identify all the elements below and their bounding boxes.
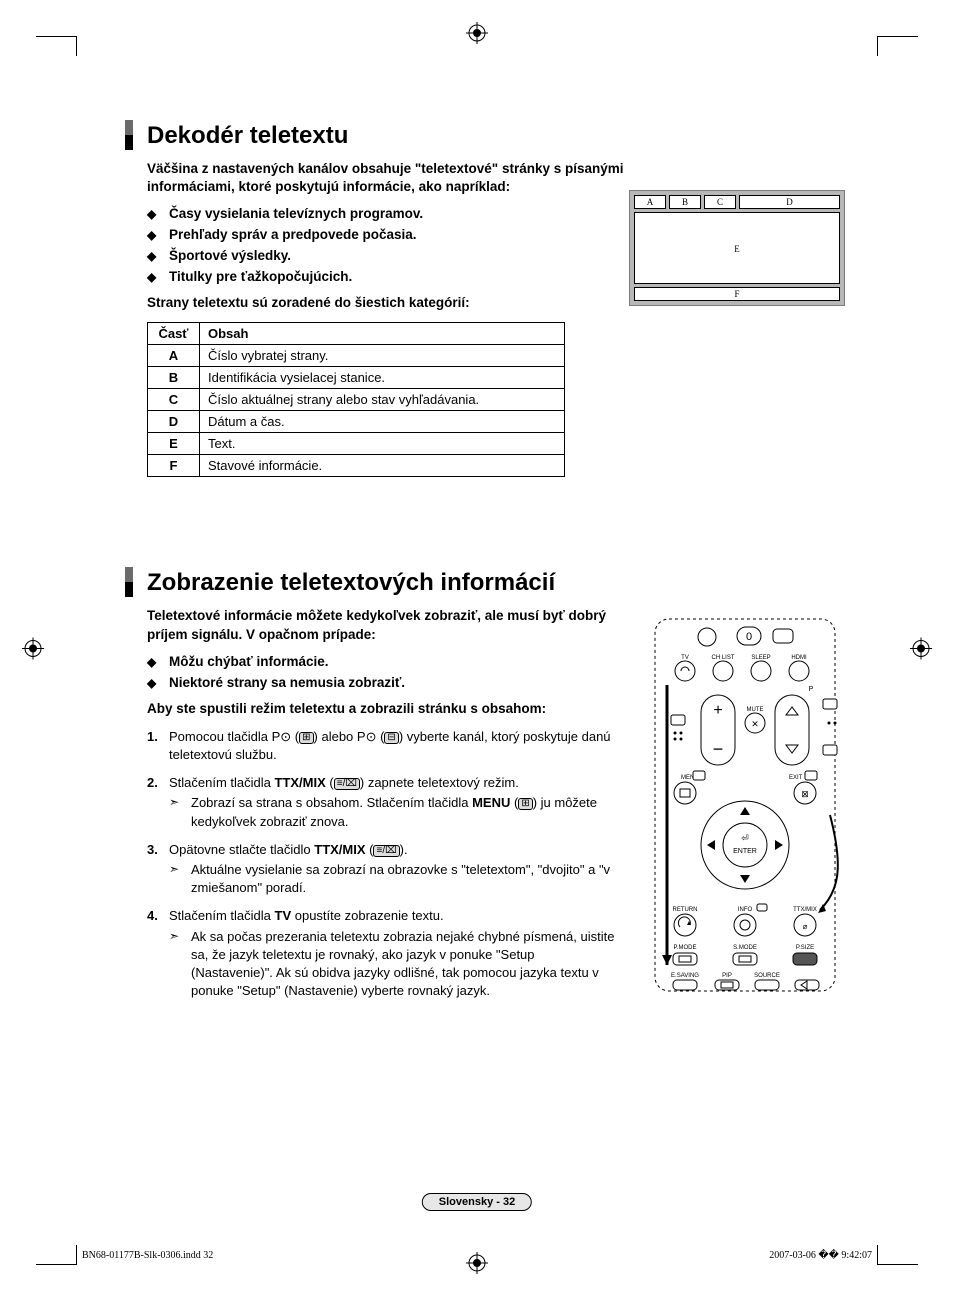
step-2: Stlačením tlačidla TTX/MIX (≡/⌧) zapnete… [147, 774, 617, 831]
teletext-layout-diagram: A B C D E F [629, 190, 845, 306]
svg-text:−: − [713, 739, 724, 759]
section-title: Zobrazenie teletextových informácií [147, 567, 555, 597]
table-header: Obsah [200, 323, 565, 345]
svg-text:E.SAVING: E.SAVING [671, 973, 699, 979]
crop-mark [36, 36, 76, 37]
step-text: Opätovne stlačte tlačidlo TTX/MIX (≡/⌧). [169, 842, 408, 857]
svg-text:P: P [809, 686, 814, 693]
table-cell: F [148, 455, 200, 477]
button-icon: ⊞ [518, 798, 532, 810]
table-cell: Stavové informácie. [200, 455, 565, 477]
intro-text: Väčšina z nastavených kanálov obsahuje "… [147, 160, 667, 196]
table-cell: Číslo vybratej strany. [200, 345, 565, 367]
table-cell: C [148, 389, 200, 411]
diagram-cell-c: C [704, 195, 736, 209]
step-note: Ak sa počas prezerania teletextu zobrazi… [169, 928, 617, 1001]
section-heading: Zobrazenie teletextových informácií [125, 567, 845, 597]
table-cell: Identifikácia vysielacej stanice. [200, 367, 565, 389]
table-row: DDátum a čas. [148, 411, 565, 433]
svg-text:CH LIST: CH LIST [711, 655, 734, 661]
section-display-teletext: Zobrazenie teletextových informácií Tele… [125, 567, 845, 1000]
svg-text:SOURCE: SOURCE [754, 973, 780, 979]
svg-text:TV: TV [681, 655, 689, 661]
crop-mark [878, 36, 918, 37]
table-header-row: Časť Obsah [148, 323, 565, 345]
svg-text:INFO: INFO [738, 907, 753, 913]
svg-text:ENTER: ENTER [733, 848, 757, 855]
table-row: EText. [148, 433, 565, 455]
diagram-cell-a: A [634, 195, 666, 209]
table-row: CČíslo aktuálnej strany alebo stav vyhľa… [148, 389, 565, 411]
svg-text:HDMI: HDMI [791, 655, 807, 661]
registration-mark-icon [22, 637, 44, 664]
table-cell: Číslo aktuálnej strany alebo stav vyhľad… [200, 389, 565, 411]
intro-text: Teletextové informácie môžete kedykoľvek… [147, 607, 617, 643]
crop-mark [878, 1264, 918, 1265]
remote-zero-label: 0 [746, 631, 752, 643]
button-icon: ⊟ [384, 732, 398, 744]
step-3: Opätovne stlačte tlačidlo TTX/MIX (≡/⌧).… [147, 841, 617, 898]
table-cell: Text. [200, 433, 565, 455]
svg-text:✕: ✕ [751, 719, 759, 729]
svg-text:⌀: ⌀ [803, 922, 808, 931]
steps-list: Pomocou tlačidla P⊙ (⊞) alebo P⊙ (⊟) vyb… [147, 728, 617, 1000]
section-title: Dekodér teletextu [147, 120, 348, 150]
registration-mark-icon [910, 637, 932, 664]
step-text: Stlačením tlačidla TTX/MIX (≡/⌧) zapnete… [169, 775, 519, 790]
svg-text:RETURN: RETURN [673, 907, 698, 913]
table-cell: D [148, 411, 200, 433]
diagram-cell-d: D [739, 195, 840, 209]
step-note: Aktuálne vysielanie sa zobrazí na obrazo… [169, 861, 617, 897]
heading-bar-icon [125, 567, 133, 597]
diagram-cell-e: E [634, 212, 840, 284]
registration-mark-icon [466, 22, 488, 49]
step-1: Pomocou tlačidla P⊙ (⊞) alebo P⊙ (⊟) vyb… [147, 728, 617, 764]
steps-intro: Aby ste spustili režim teletextu a zobra… [147, 700, 617, 718]
table-row: FStavové informácie. [148, 455, 565, 477]
parts-table: Časť Obsah AČíslo vybratej strany. BIden… [147, 322, 565, 477]
page-number-badge: Slovensky - 32 [422, 1193, 532, 1211]
svg-text:S.MODE: S.MODE [733, 945, 757, 951]
button-icon: ≡/⌧ [334, 778, 360, 790]
crop-mark [877, 1245, 878, 1265]
diagram-cell-f: F [634, 287, 840, 301]
svg-text:P.MODE: P.MODE [674, 945, 697, 951]
heading-bar-icon [125, 120, 133, 150]
footer-timestamp: 2007-03-06 �� 9:42:07 [769, 1250, 872, 1261]
page-content: Dekodér teletextu Väčšina z nastavených … [125, 120, 845, 1010]
svg-text:SLEEP: SLEEP [751, 655, 770, 661]
svg-text:+: + [713, 702, 722, 719]
section-heading: Dekodér teletextu [125, 120, 845, 150]
print-footer: BN68-01177B-Slk-0306.indd 32 2007-03-06 … [82, 1250, 872, 1261]
step-text: Pomocou tlačidla P⊙ (⊞) alebo P⊙ (⊟) vyb… [169, 729, 611, 762]
svg-text:EXIT: EXIT [789, 775, 803, 781]
button-icon: ≡/⌧ [373, 845, 399, 857]
svg-text:⏎: ⏎ [741, 833, 749, 843]
crop-mark [877, 36, 878, 56]
button-icon: ⊞ [299, 732, 313, 744]
section-teletext-decoder: Dekodér teletextu Väčšina z nastavených … [125, 120, 845, 477]
step-4: Stlačením tlačidla TV opustíte zobrazeni… [147, 907, 617, 1000]
remote-control-diagram: 0 TV CH LIST SLEEP HDMI P + − [645, 615, 845, 995]
svg-text:⊠: ⊠ [801, 789, 809, 799]
table-header: Časť [148, 323, 200, 345]
footer-filename: BN68-01177B-Slk-0306.indd 32 [82, 1250, 213, 1261]
table-cell: Dátum a čas. [200, 411, 565, 433]
table-cell: B [148, 367, 200, 389]
diagram-cell-b: B [669, 195, 701, 209]
svg-text:TTX/MIX: TTX/MIX [793, 907, 817, 913]
table-row: AČíslo vybratej strany. [148, 345, 565, 367]
crop-mark [76, 36, 77, 56]
svg-text:MUTE: MUTE [747, 707, 764, 713]
crop-mark [36, 1264, 76, 1265]
table-cell: A [148, 345, 200, 367]
svg-text:P.SIZE: P.SIZE [796, 945, 814, 951]
crop-mark [76, 1245, 77, 1265]
table-row: BIdentifikácia vysielacej stanice. [148, 367, 565, 389]
step-text: Stlačením tlačidla TV opustíte zobrazeni… [169, 908, 444, 923]
step-note: Zobrazí sa strana s obsahom. Stlačením t… [169, 794, 617, 830]
svg-text:PIP: PIP [722, 973, 732, 979]
table-cell: E [148, 433, 200, 455]
